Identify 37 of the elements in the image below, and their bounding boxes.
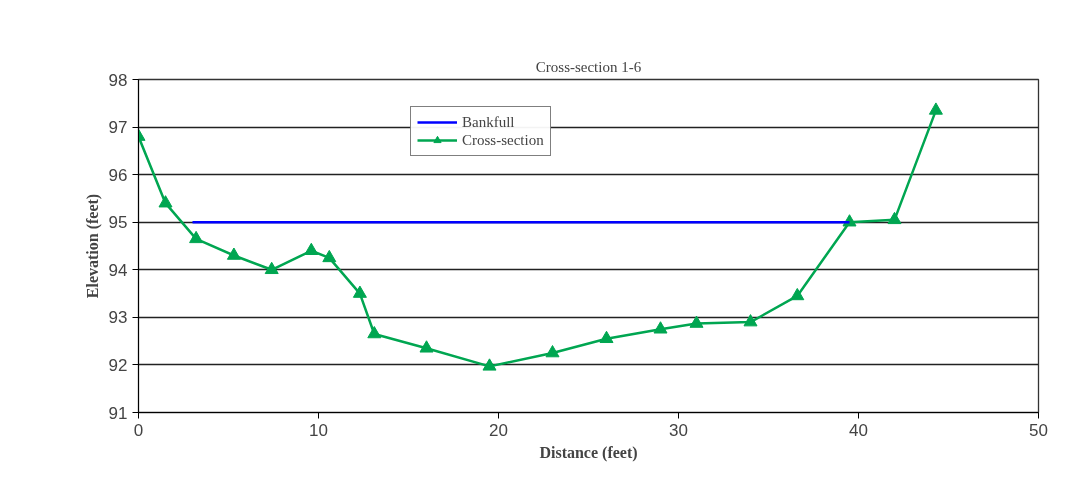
x-tick-label: 50	[1029, 420, 1048, 440]
y-tick-label: 97	[108, 118, 128, 138]
point	[482, 358, 497, 371]
y-axis-title: Elevation (feet)	[83, 193, 102, 299]
point	[599, 330, 614, 344]
y-tick-label: 92	[108, 355, 128, 375]
point	[653, 321, 668, 334]
x-axis-title: Distance (feet)	[539, 443, 638, 462]
y-tick-label: 98	[108, 70, 128, 90]
chart-title: Cross-section 1-6	[535, 58, 642, 75]
point	[158, 195, 173, 208]
point	[419, 340, 434, 353]
x-tick-label: 20	[489, 420, 508, 440]
y-tick-label: 96	[108, 165, 128, 185]
point	[352, 285, 367, 298]
x-tick-label: 40	[849, 420, 868, 440]
point	[790, 287, 805, 301]
y-tick-label: 94	[108, 260, 128, 280]
x-tick-label: 10	[309, 420, 328, 440]
point	[743, 314, 758, 327]
point	[887, 211, 902, 225]
legend-label: Bankfull	[462, 113, 515, 131]
point	[226, 247, 241, 260]
x-tick-label: 30	[669, 420, 688, 440]
point	[928, 102, 943, 115]
point	[189, 230, 204, 244]
point	[689, 315, 704, 328]
y-tick-label: 95	[108, 213, 128, 233]
point	[304, 242, 319, 256]
point	[322, 249, 337, 263]
point	[545, 345, 560, 358]
y-tick-label: 93	[108, 308, 128, 328]
legend-label: Cross-section	[462, 131, 544, 149]
point	[264, 261, 279, 275]
y-tick-label: 91	[108, 403, 128, 423]
point	[367, 326, 382, 339]
x-tick-label: 0	[133, 420, 144, 440]
